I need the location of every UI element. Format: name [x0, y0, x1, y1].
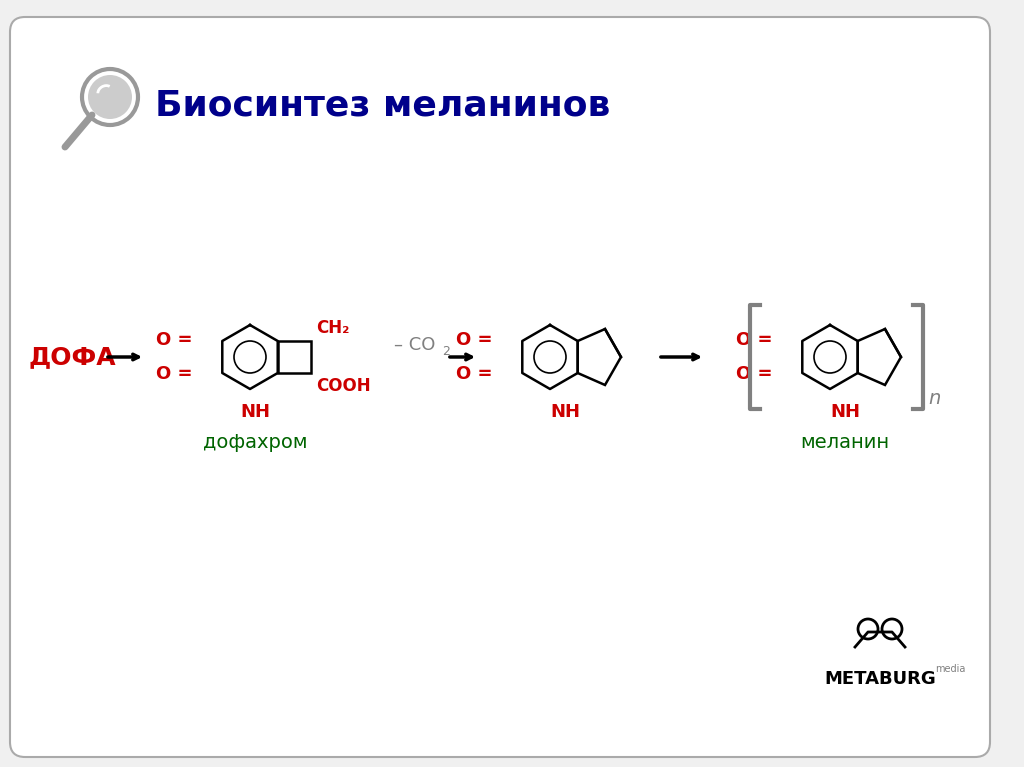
FancyBboxPatch shape — [10, 17, 990, 757]
Text: ДОФА: ДОФА — [29, 345, 116, 369]
Text: NH: NH — [550, 403, 580, 421]
Text: O =: O = — [736, 365, 773, 383]
Text: меланин: меланин — [801, 433, 890, 452]
Text: 2: 2 — [442, 344, 450, 357]
Text: O =: O = — [157, 365, 193, 383]
Text: O =: O = — [157, 331, 193, 349]
Text: NH: NH — [240, 403, 270, 421]
Text: METABURG: METABURG — [824, 670, 936, 688]
Text: COOH: COOH — [316, 377, 371, 395]
Text: n: n — [928, 390, 940, 409]
Circle shape — [88, 75, 132, 119]
Text: media: media — [935, 664, 966, 674]
Text: CH₂: CH₂ — [316, 319, 349, 337]
Text: O =: O = — [457, 331, 493, 349]
Text: O =: O = — [457, 365, 493, 383]
Text: дофахром: дофахром — [203, 433, 307, 452]
Text: O =: O = — [736, 331, 773, 349]
Text: – CO: – CO — [394, 336, 435, 354]
Text: Биосинтез меланинов: Биосинтез меланинов — [155, 88, 610, 122]
Text: NH: NH — [830, 403, 860, 421]
